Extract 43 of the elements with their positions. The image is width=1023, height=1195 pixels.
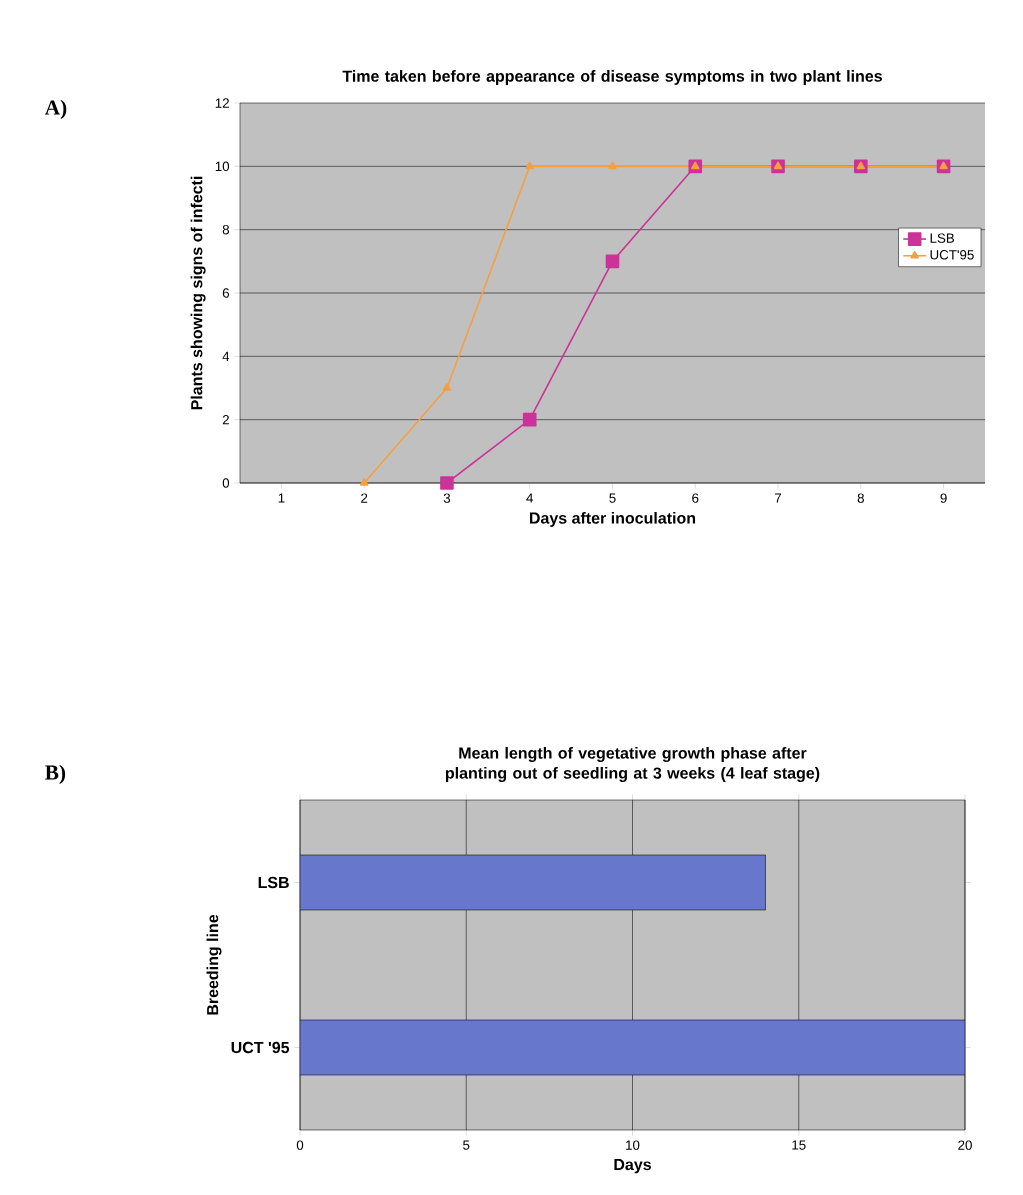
x-tick-label: 10 [626, 1140, 640, 1150]
x-tick-label: 5 [463, 1140, 470, 1150]
x-tick-label: 0 [296, 1140, 304, 1150]
y-tick-label: 4 [222, 351, 230, 361]
x-tick-label: 1 [278, 493, 285, 503]
x-tick-label: 15 [792, 1140, 806, 1150]
y-tick-label: 12 [215, 98, 229, 108]
y-tick-label: UCT '95 [231, 1041, 290, 1054]
x-tick-label: 4 [526, 493, 534, 503]
point [691, 161, 700, 170]
x-tick-label: 3 [443, 493, 451, 503]
y-tick-label: 10 [215, 161, 230, 172]
point [939, 161, 948, 170]
x-tick-label: 20 [958, 1140, 972, 1150]
point [605, 254, 620, 269]
text: A) [44, 99, 67, 120]
chart-title: Time taken before appearance of disease symptoms in two plant lines [342, 70, 882, 85]
y-axis-title: Plants showing signs of infecti [190, 176, 206, 410]
x-axis-title: Days [614, 1159, 651, 1174]
x-axis-title: Days after inoculation [529, 512, 696, 527]
y-tick-label: 6 [222, 288, 230, 298]
x-tick-label: 6 [692, 493, 699, 503]
text: B) [45, 764, 66, 785]
point [440, 476, 454, 490]
legend-label: UCT'95 [930, 250, 974, 260]
x-tick-label: 7 [775, 493, 782, 503]
chart-title: Mean length of vegetative growth phase after planting out of seedling at 3 weeks (4 leaf stage) [445, 746, 820, 782]
y-tick-label: 0 [222, 478, 230, 488]
point [608, 161, 617, 170]
x-tick-label: 2 [361, 493, 368, 503]
y-tick-label: 2 [222, 415, 229, 425]
point [856, 161, 866, 170]
point [522, 412, 537, 427]
point [773, 161, 783, 170]
point [442, 383, 452, 391]
x-tick-label: 5 [609, 493, 616, 503]
x-tick-label: 8 [857, 493, 864, 503]
x-tick-label: 9 [940, 493, 947, 503]
y-tick-label: 8 [222, 224, 230, 235]
y-axis-title: Breeding line [206, 914, 222, 1015]
legend-label: LSB [930, 233, 955, 243]
point [525, 161, 534, 170]
point [359, 478, 369, 486]
